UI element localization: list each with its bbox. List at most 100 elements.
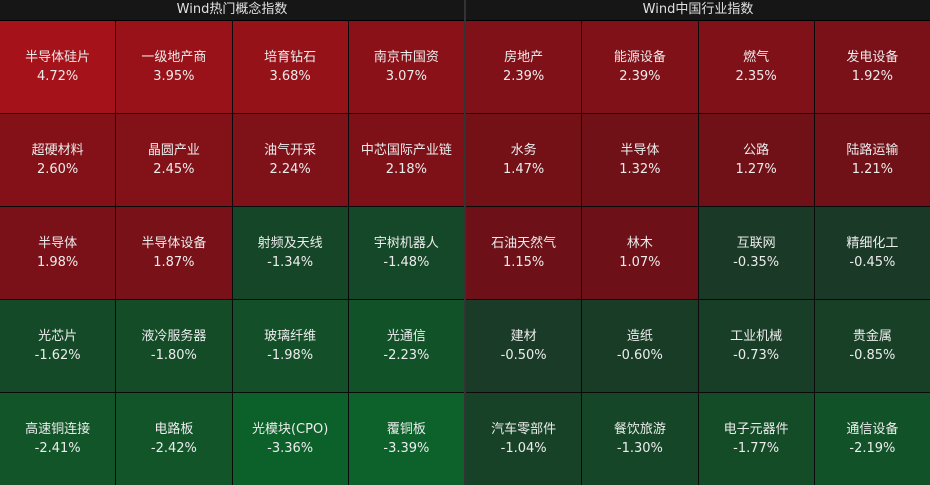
tile-grid: 房地产 2.39% 能源设备 2.39% 燃气 2.35% 发电设备 1.92% 水务 1.47%…	[466, 21, 930, 485]
tile: 半导体硅片 4.72%	[0, 21, 116, 113]
tile: 燃气 2.35%	[698, 21, 814, 113]
tile: 超硬材料 2.60%	[0, 114, 116, 206]
tile: 公路 1.27%	[698, 114, 814, 206]
tile-name: 建材	[510, 329, 537, 344]
tile-change: 1.87%	[153, 255, 195, 270]
tile-name: 液冷服务器	[141, 329, 207, 344]
tile-change: -1.30%	[616, 441, 663, 456]
tile: 房地产 2.39%	[466, 21, 582, 113]
tile: 培育钻石 3.68%	[232, 21, 348, 113]
tile-change: 1.27%	[735, 162, 777, 177]
tile-name: 培育钻石	[264, 50, 317, 65]
tile-name: 发电设备	[846, 50, 899, 65]
tile: 光通信 -2.23%	[348, 300, 464, 392]
tile-name: 一级地产商	[141, 50, 207, 65]
tile-change: 1.15%	[502, 255, 545, 270]
tile-name: 半导体	[38, 236, 78, 251]
tile-name: 油气开采	[264, 143, 317, 158]
tile-name: 半导体硅片	[25, 50, 91, 65]
tile-name: 光模块(CPO)	[251, 422, 329, 437]
tile-name: 精细化工	[846, 236, 899, 251]
tile-change: 2.24%	[269, 162, 311, 177]
tile: 石油天然气 1.15%	[466, 207, 582, 299]
tile-change: -1.80%	[150, 348, 197, 363]
tile-name: 半导体	[620, 143, 660, 158]
tile: 高速铜连接 -2.41%	[0, 393, 116, 485]
tile-name: 电子元器件	[723, 422, 789, 437]
tile-name: 晶圆产业	[147, 143, 200, 158]
tile-change: 2.39%	[502, 69, 545, 84]
tile: 电路板 -2.42%	[116, 393, 232, 485]
tile-change: 1.21%	[851, 162, 894, 177]
tile-name: 光通信	[386, 329, 426, 344]
tile: 射频及天线 -1.34%	[232, 207, 348, 299]
tile-change: -1.48%	[383, 255, 430, 270]
tile-name: 汽车零部件	[491, 422, 557, 437]
tile-change: 2.60%	[36, 162, 79, 177]
tile: 工业机械 -0.73%	[698, 300, 814, 392]
tile: 汽车零部件 -1.04%	[466, 393, 582, 485]
panel-title: Wind热门概念指数	[0, 0, 464, 21]
tile: 油气开采 2.24%	[232, 114, 348, 206]
tile: 光模块(CPO) -3.36%	[232, 393, 348, 485]
tile-change: -3.39%	[383, 441, 430, 456]
tile: 半导体设备 1.87%	[116, 207, 232, 299]
tile-change: 4.72%	[36, 69, 79, 84]
tile-change: 1.47%	[502, 162, 545, 177]
tile-change: 1.98%	[36, 255, 79, 270]
tile-name: 房地产	[504, 50, 544, 65]
tile-name: 水务	[510, 143, 537, 158]
tile-change: 2.45%	[153, 162, 195, 177]
tile-name: 覆铜板	[386, 422, 426, 437]
tile-change: -0.50%	[500, 348, 547, 363]
tile: 南京市国资 3.07%	[348, 21, 464, 113]
tile: 精细化工 -0.45%	[814, 207, 930, 299]
tile-name: 玻璃纤维	[264, 329, 317, 344]
tile-change: 3.95%	[153, 69, 195, 84]
tile: 一级地产商 3.95%	[116, 21, 232, 113]
tile-change: 1.92%	[851, 69, 894, 84]
tile-name: 南京市国资	[373, 50, 439, 65]
tile-name: 电路板	[154, 422, 194, 437]
tile: 互联网 -0.35%	[698, 207, 814, 299]
tile-name: 光芯片	[38, 329, 78, 344]
tile-name: 互联网	[736, 236, 776, 251]
tile: 贵金属 -0.85%	[814, 300, 930, 392]
tile-name: 工业机械	[730, 329, 783, 344]
panel: Wind热门概念指数半导体硅片 4.72% 一级地产商 3.95% 培育钻石 3.68% 南…	[0, 0, 464, 485]
tile-change: -1.34%	[267, 255, 314, 270]
tile-name: 餐饮旅游	[613, 422, 666, 437]
tile-change: 1.07%	[619, 255, 661, 270]
tile: 液冷服务器 -1.80%	[116, 300, 232, 392]
tile-change: -0.85%	[849, 348, 896, 363]
tile-change: 3.68%	[269, 69, 311, 84]
tile-change: -0.73%	[733, 348, 780, 363]
tile-change: 2.18%	[385, 162, 428, 177]
tile-change: -0.60%	[616, 348, 663, 363]
tile-change: -2.41%	[34, 441, 81, 456]
tile-name: 造纸	[626, 329, 653, 344]
tile-change: -1.04%	[500, 441, 547, 456]
tile: 餐饮旅游 -1.30%	[582, 393, 698, 485]
tile-name: 高速铜连接	[25, 422, 91, 437]
tile: 宇树机器人 -1.48%	[348, 207, 464, 299]
tile: 覆铜板 -3.39%	[348, 393, 464, 485]
tile: 造纸 -0.60%	[582, 300, 698, 392]
tile: 发电设备 1.92%	[814, 21, 930, 113]
tile: 陆路运输 1.21%	[814, 114, 930, 206]
tile-name: 射频及天线	[257, 236, 323, 251]
tile-change: 2.39%	[619, 69, 661, 84]
tile-name: 中芯国际产业链	[360, 143, 452, 158]
tile: 能源设备 2.39%	[582, 21, 698, 113]
tile: 半导体 1.32%	[582, 114, 698, 206]
tile-change: -2.42%	[150, 441, 197, 456]
tile: 通信设备 -2.19%	[814, 393, 930, 485]
tile-change: -3.36%	[267, 441, 314, 456]
tile-change: -2.19%	[849, 441, 896, 456]
tile-change: -1.62%	[34, 348, 81, 363]
tile: 林木 1.07%	[582, 207, 698, 299]
panel-title: Wind中国行业指数	[466, 0, 930, 21]
tile-name: 燃气	[743, 50, 770, 65]
